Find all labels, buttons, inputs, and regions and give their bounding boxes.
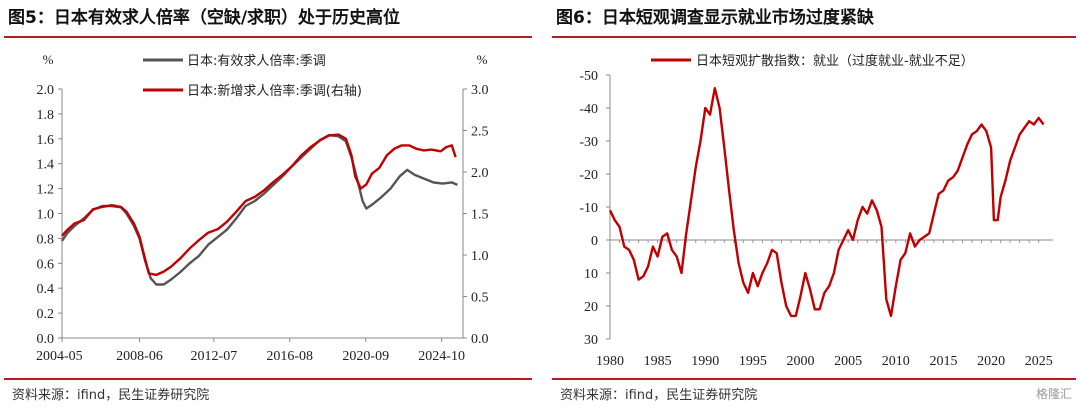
y-tick-label: -40 xyxy=(579,102,598,117)
x-tick-label: 2000 xyxy=(787,354,815,369)
y-tick-label: -20 xyxy=(579,168,598,183)
series-line xyxy=(61,133,458,286)
y-tick-label-left: 0.0 xyxy=(37,332,55,347)
chart-title: 图6：日本短观调查显示就业市场过度紧缺 xyxy=(556,8,874,28)
x-tick-label: 2010 xyxy=(882,354,910,369)
legend-label: 日本短观扩散指数：就业（过度就业-就业不足） xyxy=(696,53,974,69)
y-tick-label: -50 xyxy=(579,69,598,84)
x-tick-label: 2008-06 xyxy=(116,349,163,364)
chart-panel-left: 图5：日本有效求人倍率（空缺/求职）处于历史高位 %% 0.0 0.2 0.4 0.6 0… xyxy=(0,0,536,409)
y-tick-label: 0 xyxy=(591,234,598,249)
x-tick-label: 1995 xyxy=(739,354,767,369)
y-tick-label-right: 3.0 xyxy=(471,83,489,98)
line-chart-left: % % 0.0 0.2 0.4 0.6 0.8 1.0 1.2 1.4 1.6 1.8 2.0 0.0 0.… xyxy=(36,52,489,364)
title-rule xyxy=(552,36,1076,38)
y-tick-label-left: 1.6 xyxy=(37,133,55,148)
line-chart-right: -50 -40 -30 -20 -10 0 10 20 30 1980 1985 1990 1995 20… xyxy=(579,53,1053,369)
y-tick-label-left: 2.0 xyxy=(37,83,55,98)
x-tick-label: 2025 xyxy=(1025,354,1053,369)
right-axis-unit: % xyxy=(477,52,488,67)
y-tick-label-left: 0.6 xyxy=(37,257,55,272)
y-tick-label-right: 2.5 xyxy=(471,125,489,140)
y-tick-label-left: 1.2 xyxy=(37,183,55,198)
chart-panel-right: 图6：日本短观调查显示就业市场过度紧缺 -50 -40 -30 -20 -10 0 10 20… xyxy=(548,0,1080,409)
y-tick-label-right: 0.5 xyxy=(471,291,489,306)
x-tick-label: 2020-09 xyxy=(342,349,389,364)
y-tick-label-left: 0.8 xyxy=(37,232,55,247)
source-note: 资料来源：ifind，民生证券研究院 xyxy=(12,388,210,403)
x-tick-label: 2024-10 xyxy=(418,349,465,364)
x-tick-label: 1990 xyxy=(691,354,719,369)
chart-title: 图5：日本有效求人倍率（空缺/求职）处于历史高位 xyxy=(8,8,401,28)
y-tick-label: 20 xyxy=(584,300,598,315)
legend-label: 日本:有效求人倍率:季调 xyxy=(187,53,326,69)
y-tick-label-right: 0.0 xyxy=(471,332,489,347)
y-tick-label-right: 2.0 xyxy=(471,166,489,181)
y-tick-label: -10 xyxy=(579,201,598,216)
series-line xyxy=(608,87,1045,318)
y-tick-label-left: 1.0 xyxy=(37,208,55,223)
left-axis-unit: % xyxy=(43,52,54,67)
y-tick-label-left: 1.8 xyxy=(37,108,55,123)
y-tick-label-left: 0.4 xyxy=(37,282,55,297)
title-rule xyxy=(4,36,532,38)
y-tick-label-left: 1.4 xyxy=(37,158,55,173)
y-tick-label: 30 xyxy=(584,333,598,348)
y-tick-label-right: 1.0 xyxy=(471,249,489,264)
x-tick-label: 1980 xyxy=(596,354,624,369)
x-tick-label: 2012-07 xyxy=(191,349,238,364)
x-tick-label: 1985 xyxy=(644,354,672,369)
x-tick-label: 2015 xyxy=(929,354,957,369)
x-tick-label: 2005 xyxy=(834,354,862,369)
y-tick-label-right: 1.5 xyxy=(471,208,489,223)
source-rule xyxy=(4,378,532,380)
x-tick-label: 2020 xyxy=(977,354,1005,369)
y-tick-label: -30 xyxy=(579,135,598,150)
source-note: 资料来源：ifind，民生证券研究院 xyxy=(560,388,758,403)
legend-label: 日本:新增求人倍率:季调(右轴) xyxy=(187,83,362,99)
x-tick-label: 2004-05 xyxy=(36,349,83,364)
y-tick-label-left: 0.2 xyxy=(37,307,55,322)
series-line xyxy=(61,133,457,277)
watermark-logo: 格隆汇 xyxy=(1035,387,1072,401)
x-tick-label: 2016-08 xyxy=(266,349,313,364)
source-rule xyxy=(552,378,1076,380)
y-tick-label: 10 xyxy=(584,267,598,282)
